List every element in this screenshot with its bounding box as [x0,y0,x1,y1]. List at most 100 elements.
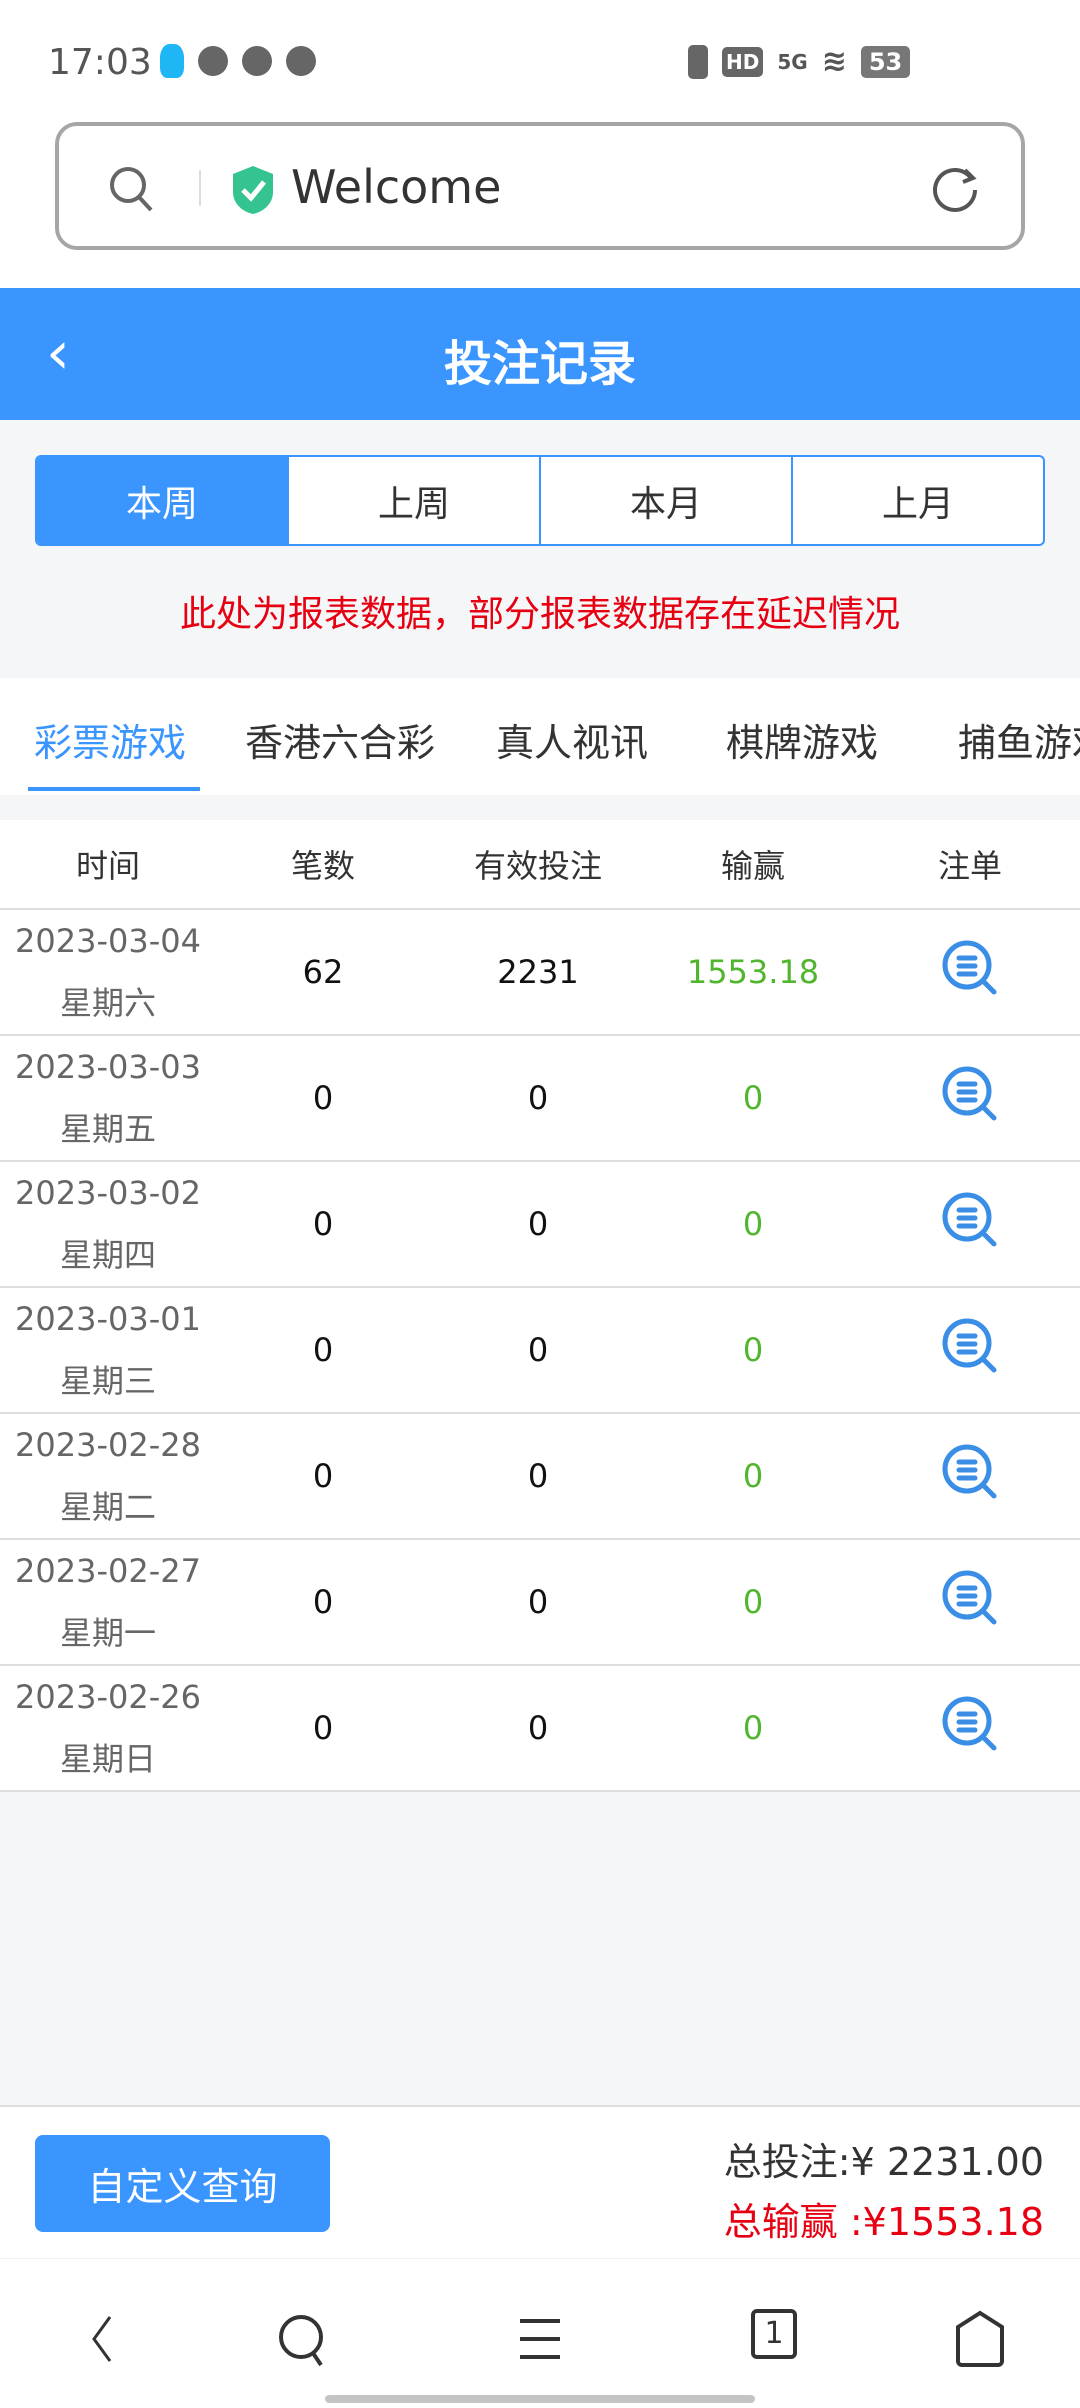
header-time: 时间 [75,847,140,885]
table-row: 2023-03-01 星期三 0 0 0 [0,1288,1080,1414]
row-count: 0 [312,1709,334,1747]
view-details-icon[interactable] [940,1316,1000,1376]
battery-icon: 53 [860,45,911,78]
hd-icon: HD [722,46,764,77]
date-text: 2023-02-28 [15,1426,201,1464]
category-lottery[interactable]: 彩票游戏 [34,721,187,765]
records-table: 时间 笔数 有效投注 输赢 注单 2023-03-04 星期六 62 2231 1… [0,820,1080,1792]
total-bet: 总投注:¥ 2231.00 [723,2140,1044,2184]
address-bar[interactable]: Welcome [55,122,1025,250]
category-live-casino[interactable]: 真人视讯 [496,721,649,765]
row-win-loss: 0 [742,1331,764,1369]
row-bet-slip [860,1568,1080,1636]
row-count: 0 [312,1457,334,1495]
header-win-loss: 输赢 [720,847,785,885]
tab-last-month[interactable]: 上月 [791,457,1043,544]
row-count: 0 [312,1583,334,1621]
table-row: 2023-03-02 星期四 0 0 0 [0,1162,1080,1288]
row-valid-bet: 0 [527,1331,549,1369]
status-bar: 17:03 HD 5G ≋ 53 [0,0,1080,120]
page-title: 投注记录 [443,336,636,392]
tab-last-week[interactable]: 上周 [287,457,539,544]
row-valid-bet: 0 [527,1709,549,1747]
row-valid-bet: 0 [527,1583,549,1621]
row-valid-bet: 0 [527,1457,549,1495]
row-date: 2023-02-26 星期日 [0,1666,216,1790]
date-text: 2023-02-27 [15,1552,201,1590]
refresh-icon[interactable] [929,164,981,216]
shield-check-icon [233,166,273,214]
tab-this-week[interactable]: 本周 [37,457,287,544]
message-icon [286,46,316,76]
view-details-icon[interactable] [940,1694,1000,1754]
category-fishing[interactable]: 捕鱼游戏 [958,721,1080,765]
row-win-loss: 0 [742,1709,764,1747]
weekday-text: 星期五 [59,1110,156,1148]
menu-icon[interactable] [510,2309,570,2369]
weekday-text: 星期四 [59,1236,156,1274]
row-count: 0 [312,1205,334,1243]
view-details-icon[interactable] [940,1568,1000,1628]
row-win-loss: 0 [742,1457,764,1495]
period-tabs: 本周 上周 本月 上月 [35,455,1045,546]
url-text[interactable]: Welcome [291,160,502,214]
total-win-loss: 总输赢 :¥1553.18 [723,2200,1044,2244]
search-icon[interactable] [107,164,157,214]
row-win-loss: 1553.18 [686,953,820,991]
row-date: 2023-03-02 星期四 [0,1162,216,1286]
divider [199,170,201,206]
tabs-button[interactable]: 1 [751,2309,797,2359]
table-row: 2023-02-26 星期日 0 0 0 [0,1666,1080,1792]
row-date: 2023-03-01 星期三 [0,1288,216,1412]
qq-icon [160,44,184,78]
row-date: 2023-02-28 星期二 [0,1414,216,1538]
table-row: 2023-02-28 星期二 0 0 0 [0,1414,1080,1540]
view-details-icon[interactable] [940,1064,1000,1124]
wifi-icon: ≋ [821,44,847,79]
active-tab-underline [28,787,200,791]
table-row: 2023-02-27 星期一 0 0 0 [0,1540,1080,1666]
row-bet-slip [860,1190,1080,1258]
row-valid-bet: 0 [527,1205,549,1243]
row-win-loss: 0 [742,1583,764,1621]
signal-icon: 5G [777,49,808,74]
date-text: 2023-03-04 [15,922,201,960]
weekday-text: 星期日 [59,1740,156,1778]
row-bet-slip [860,1316,1080,1384]
view-details-icon[interactable] [940,1190,1000,1250]
table-header: 时间 笔数 有效投注 输赢 注单 [0,820,1080,910]
weekday-text: 星期一 [59,1614,156,1652]
category-tabs: 彩票游戏 香港六合彩 真人视讯 棋牌游戏 捕鱼游戏 [0,678,1080,795]
notice-text: 此处为报表数据，部分报表数据存在延迟情况 [179,594,900,635]
status-time: 17:03 [48,42,152,83]
home-icon[interactable] [950,2309,1010,2369]
category-hk-mark-six[interactable]: 香港六合彩 [245,721,436,765]
view-details-icon[interactable] [940,1442,1000,1502]
app-notification-icon [242,46,272,76]
header-valid-bet: 有效投注 [473,847,602,885]
row-win-loss: 0 [742,1205,764,1243]
row-date: 2023-03-04 星期六 [0,910,216,1034]
category-card-games[interactable]: 棋牌游戏 [726,721,879,765]
row-valid-bet: 2231 [497,953,579,991]
custom-query-button[interactable]: 自定义查询 [35,2135,330,2232]
tab-this-month[interactable]: 本月 [539,457,791,544]
search-icon[interactable] [273,2309,333,2369]
vibrate-icon [688,44,708,79]
row-date: 2023-02-27 星期一 [0,1540,216,1664]
row-bet-slip [860,1064,1080,1132]
row-win-loss: 0 [742,1079,764,1117]
row-bet-slip [860,1694,1080,1762]
view-details-icon[interactable] [940,938,1000,998]
weekday-text: 星期六 [59,984,156,1022]
row-count: 62 [302,953,344,991]
header-bet-slip: 注单 [937,847,1002,885]
notification-icons [160,44,316,78]
back-button[interactable]: ‹ [46,318,70,388]
system-icons: HD 5G ≋ 53 [688,44,911,79]
back-icon[interactable] [72,2309,132,2369]
date-text: 2023-03-02 [15,1174,201,1212]
date-text: 2023-02-26 [15,1678,201,1716]
row-bet-slip [860,1442,1080,1510]
home-indicator[interactable] [325,2395,755,2403]
